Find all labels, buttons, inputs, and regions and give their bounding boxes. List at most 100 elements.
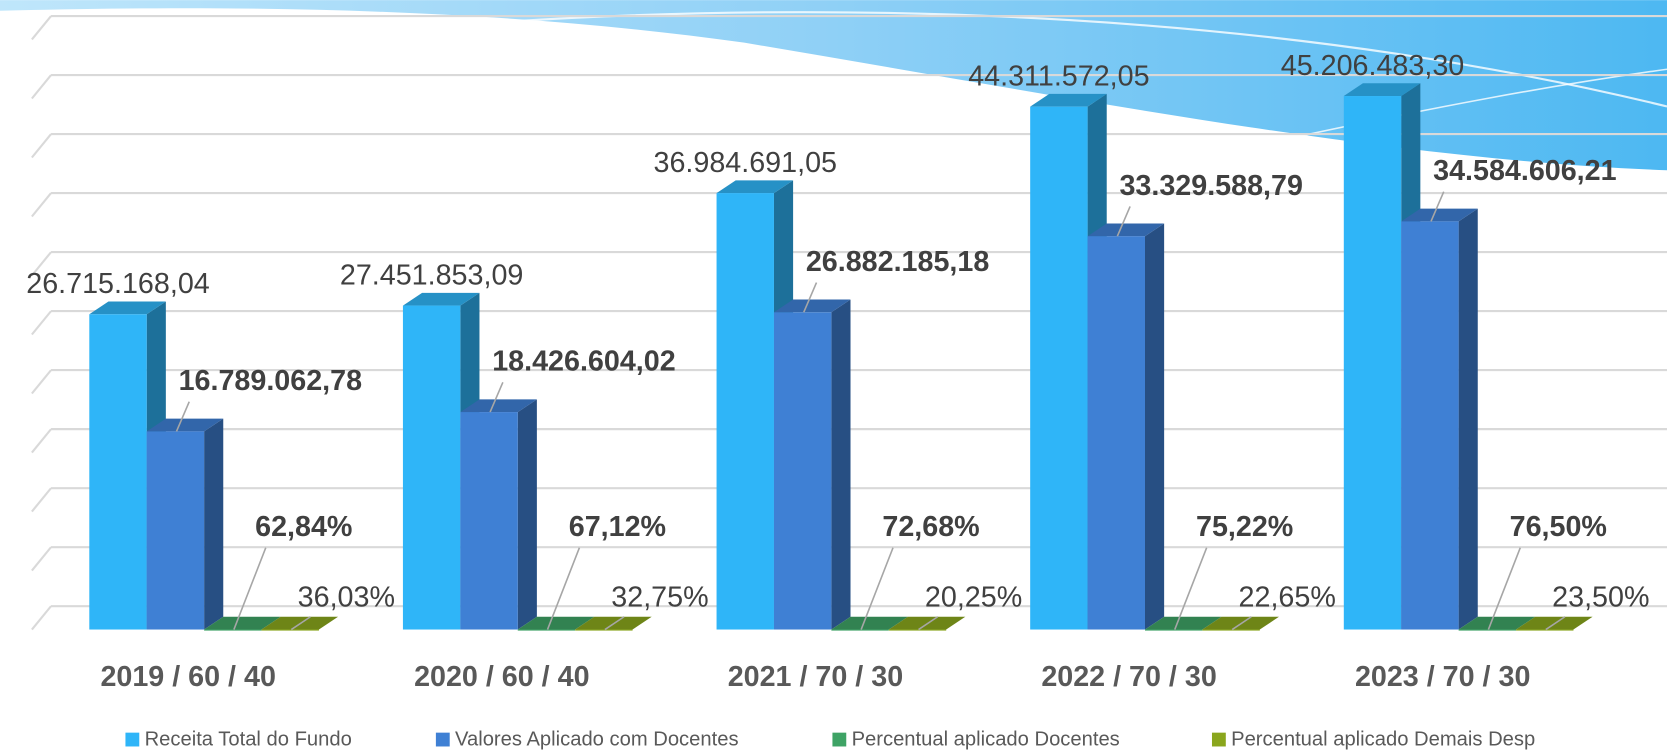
bar-front [1401, 221, 1459, 630]
data-label: 75,22% [1196, 511, 1293, 543]
x-tick-label: 2019 / 60 / 40 [100, 661, 275, 693]
data-label: 62,84% [255, 511, 352, 543]
bar-front [1087, 236, 1145, 630]
bar-top [1144, 616, 1222, 630]
legend-swatch [832, 732, 847, 747]
bar-front [261, 629, 319, 631]
x-tick-label: 2022 / 70 / 30 [1041, 661, 1216, 693]
bar-top [460, 399, 537, 413]
bar-side [517, 399, 537, 630]
data-label: 45.206.483,30 [1281, 50, 1464, 82]
x-tick-label: 2020 / 60 / 40 [414, 661, 589, 693]
bar-front [1144, 629, 1203, 631]
grid-line [31, 133, 52, 159]
leader-line [290, 616, 311, 631]
bar-front [517, 629, 576, 631]
leader-line [1231, 616, 1252, 631]
bar-top [517, 616, 595, 630]
bar-side [831, 299, 851, 630]
grid-line [31, 74, 52, 100]
leader-line [489, 381, 504, 413]
leader-line [1487, 547, 1522, 630]
leader-line [918, 616, 939, 631]
bar-front [204, 629, 262, 631]
bar-front [716, 193, 774, 630]
bar-top [89, 301, 166, 315]
bar-top [146, 418, 224, 432]
grid-line [31, 251, 52, 277]
bar-front [402, 305, 461, 630]
bar-top [1087, 223, 1165, 237]
data-label: 36,03% [298, 581, 395, 613]
data-label: 16.789.062,78 [179, 365, 363, 397]
background-wave [0, 0, 1667, 171]
bar-top [204, 616, 281, 630]
legend-swatch [1211, 732, 1226, 747]
data-label: 18.426.604,02 [492, 346, 675, 378]
bar-front [146, 431, 205, 630]
bar-front [1030, 106, 1088, 630]
bar-front [89, 314, 147, 630]
grid-line [31, 369, 52, 395]
legend-swatch [435, 732, 450, 747]
data-label: 67,12% [569, 511, 666, 543]
data-label: 26.715.168,04 [26, 268, 210, 300]
bar-side [632, 616, 652, 630]
leader-line [546, 547, 581, 630]
background-wave-line [510, 11, 1667, 108]
data-label: 32,75% [611, 581, 708, 613]
bar-front [575, 629, 633, 631]
bar-front [1516, 629, 1574, 631]
bar-top [402, 292, 480, 306]
leader-line [802, 282, 818, 313]
bar-front [1343, 96, 1402, 630]
grid-line [31, 15, 52, 41]
data-label: 44.311.572,05 [968, 60, 1149, 92]
bar-side [1458, 208, 1478, 630]
labels: 2019 / 60 / 40 26.715.168,04 16.789.062,78… [26, 50, 1649, 693]
legend: Receita Total do Fundo Valores Aplicado c… [125, 728, 1535, 750]
bar-top [831, 616, 908, 630]
bar-top [1030, 93, 1107, 107]
grid-line [31, 605, 52, 631]
bar-side [318, 616, 339, 630]
legend-swatch [125, 732, 140, 747]
data-label: 34.584.606,21 [1433, 155, 1617, 187]
data-label: 27.451.853,09 [340, 259, 523, 291]
bar-side [204, 418, 224, 630]
bar [460, 399, 537, 630]
data-label: 76,50% [1510, 511, 1607, 543]
bar-top [1458, 616, 1536, 630]
leader-line [1174, 547, 1208, 630]
x-tick-label: 2021 / 70 / 30 [728, 661, 903, 693]
leader-line [233, 547, 267, 630]
leader-line [604, 616, 625, 631]
legend-label: Percentual aplicado Docentes [852, 728, 1120, 750]
bar [773, 299, 851, 630]
bar [146, 418, 224, 630]
leader-line [860, 547, 894, 630]
legend-label: Percentual aplicado Demais Desp [1231, 728, 1535, 750]
grid-line [31, 428, 52, 454]
bar [1401, 208, 1478, 630]
data-label: 26.882.185,18 [806, 246, 990, 278]
bars [89, 83, 1593, 631]
legend-label: Receita Total do Fundo [145, 728, 352, 750]
bar-top [1343, 83, 1421, 97]
bar [1030, 93, 1107, 630]
bar-side [946, 616, 966, 630]
data-label: 33.329.588,79 [1119, 170, 1302, 202]
data-label: 36.984.691,05 [654, 147, 837, 179]
bar-top [716, 180, 794, 194]
bar-side [1259, 616, 1279, 630]
x-tick-label: 2023 / 70 / 30 [1355, 661, 1530, 693]
bar-front [1202, 629, 1260, 631]
data-label: 20,25% [925, 581, 1022, 613]
legend-label: Valores Aplicado com Docentes [455, 728, 739, 750]
grid-line [31, 192, 52, 218]
data-label: 22,65% [1239, 581, 1336, 613]
bar [1087, 223, 1165, 630]
leader-line [175, 401, 190, 432]
